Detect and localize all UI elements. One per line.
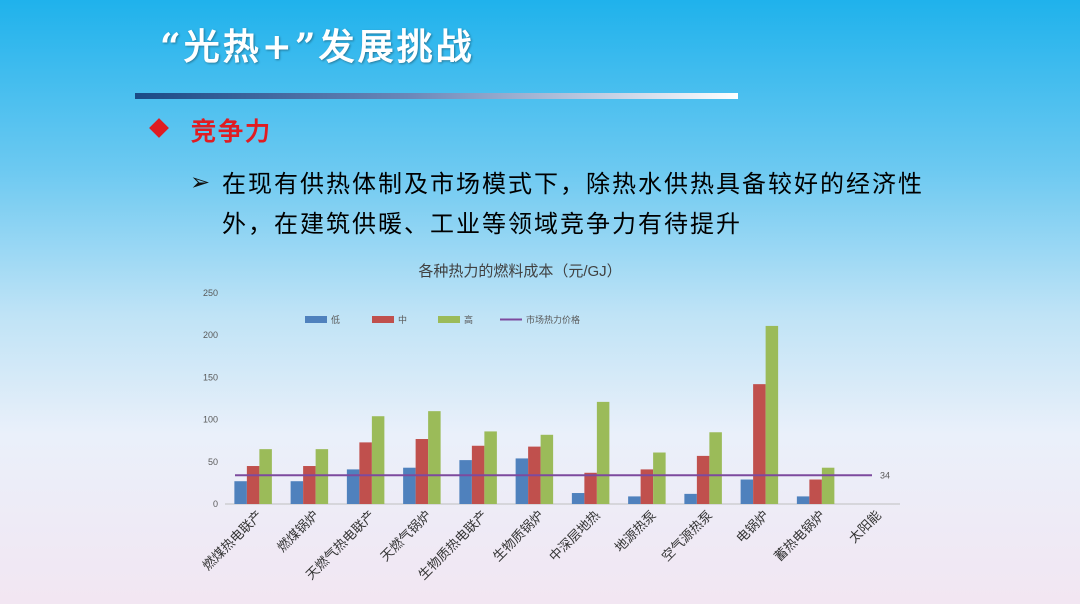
bar-高-5 [540, 434, 554, 504]
bar-中-2 [359, 442, 372, 504]
bar-低-1 [290, 481, 304, 504]
bar-低-9 [740, 479, 754, 504]
bar-低-2 [346, 469, 360, 504]
x-axis-labels: 燃煤热电联产 燃煤锅炉天燃气热电联产 天燃气锅炉生物质热电联产 生物质锅炉 中深层地热地… [199, 508, 884, 584]
legend-swatch-中 [372, 316, 394, 323]
chart-axes: 0 50 100 150 200 250 [203, 288, 900, 509]
title-underline [135, 93, 738, 99]
x-category-label: 太阳能 [847, 508, 885, 546]
bar-低-10 [796, 496, 810, 504]
bar-高-9 [765, 325, 779, 504]
bar-高-6 [596, 401, 610, 504]
legend-label: 低 [331, 314, 340, 326]
chart-legend: 低 中 高 市场热力价格 [305, 314, 580, 326]
bar-低-0 [234, 481, 247, 504]
bar-中-9 [753, 384, 766, 504]
bar-中-0 [246, 466, 260, 504]
bar-高-0 [259, 449, 272, 504]
legend-label: 高 [464, 314, 473, 326]
bar-低-4 [459, 460, 472, 504]
legend-swatch-高 [438, 316, 460, 323]
x-category-label: 中深层地热 [547, 508, 604, 565]
legend-label: 中 [398, 314, 407, 326]
market-price-data-label: 34 [880, 470, 890, 480]
bar-高-3 [428, 411, 441, 504]
bar-高-8 [709, 432, 722, 504]
section-heading: 竞争力 [191, 117, 273, 146]
bar-低-8 [684, 493, 697, 504]
bar-中-8 [696, 455, 710, 504]
x-category-label: 燃煤热电联产 [199, 508, 265, 574]
bar-高-10 [821, 467, 835, 504]
chart-bars [234, 325, 835, 504]
x-category-label: 天燃气锅炉 [377, 508, 434, 565]
arrow-bullet-icon: ➢ [190, 168, 211, 196]
y-tick-label: 100 [203, 415, 218, 425]
bar-低-3 [403, 467, 416, 504]
y-tick-label: 200 [203, 330, 218, 340]
x-category-label: 蓄热电锅炉 [771, 508, 828, 565]
bar-中-7 [640, 469, 654, 504]
bar-中-3 [415, 439, 429, 504]
bar-高-2 [371, 416, 385, 504]
x-category-label: 空气源热泵 [659, 508, 716, 565]
y-tick-label: 0 [213, 499, 218, 509]
legend-label: 市场热力价格 [526, 314, 580, 326]
y-tick-label: 150 [203, 372, 218, 382]
body-paragraph: 在现有供热体制及市场模式下，除热水供热具备较好的经济性外，在建筑供暖、工业等领域… [222, 170, 924, 238]
chart-title: 各种热力的燃料成本（元/GJ） [418, 262, 621, 280]
bar-高-4 [484, 431, 497, 504]
x-category-label: 生物质锅炉 [490, 508, 547, 565]
bar-高-7 [653, 452, 666, 504]
slide-title: “光热+”发展挑战 [160, 26, 475, 68]
y-tick-label: 50 [208, 457, 218, 467]
y-tick-label: 250 [203, 288, 218, 298]
bar-中-1 [303, 466, 316, 504]
bar-低-5 [515, 458, 529, 504]
bar-高-1 [315, 449, 329, 504]
bar-低-7 [628, 496, 641, 504]
x-category-label: 电锅炉 [733, 508, 772, 547]
bar-低-6 [571, 493, 585, 504]
bar-中-6 [584, 472, 597, 504]
legend-swatch-低 [305, 316, 327, 323]
market-price-line: 34 [235, 470, 890, 480]
bar-中-10 [809, 479, 822, 504]
x-category-label: 地源热泵 [612, 508, 659, 555]
x-category-label: 燃煤锅炉 [274, 508, 322, 556]
